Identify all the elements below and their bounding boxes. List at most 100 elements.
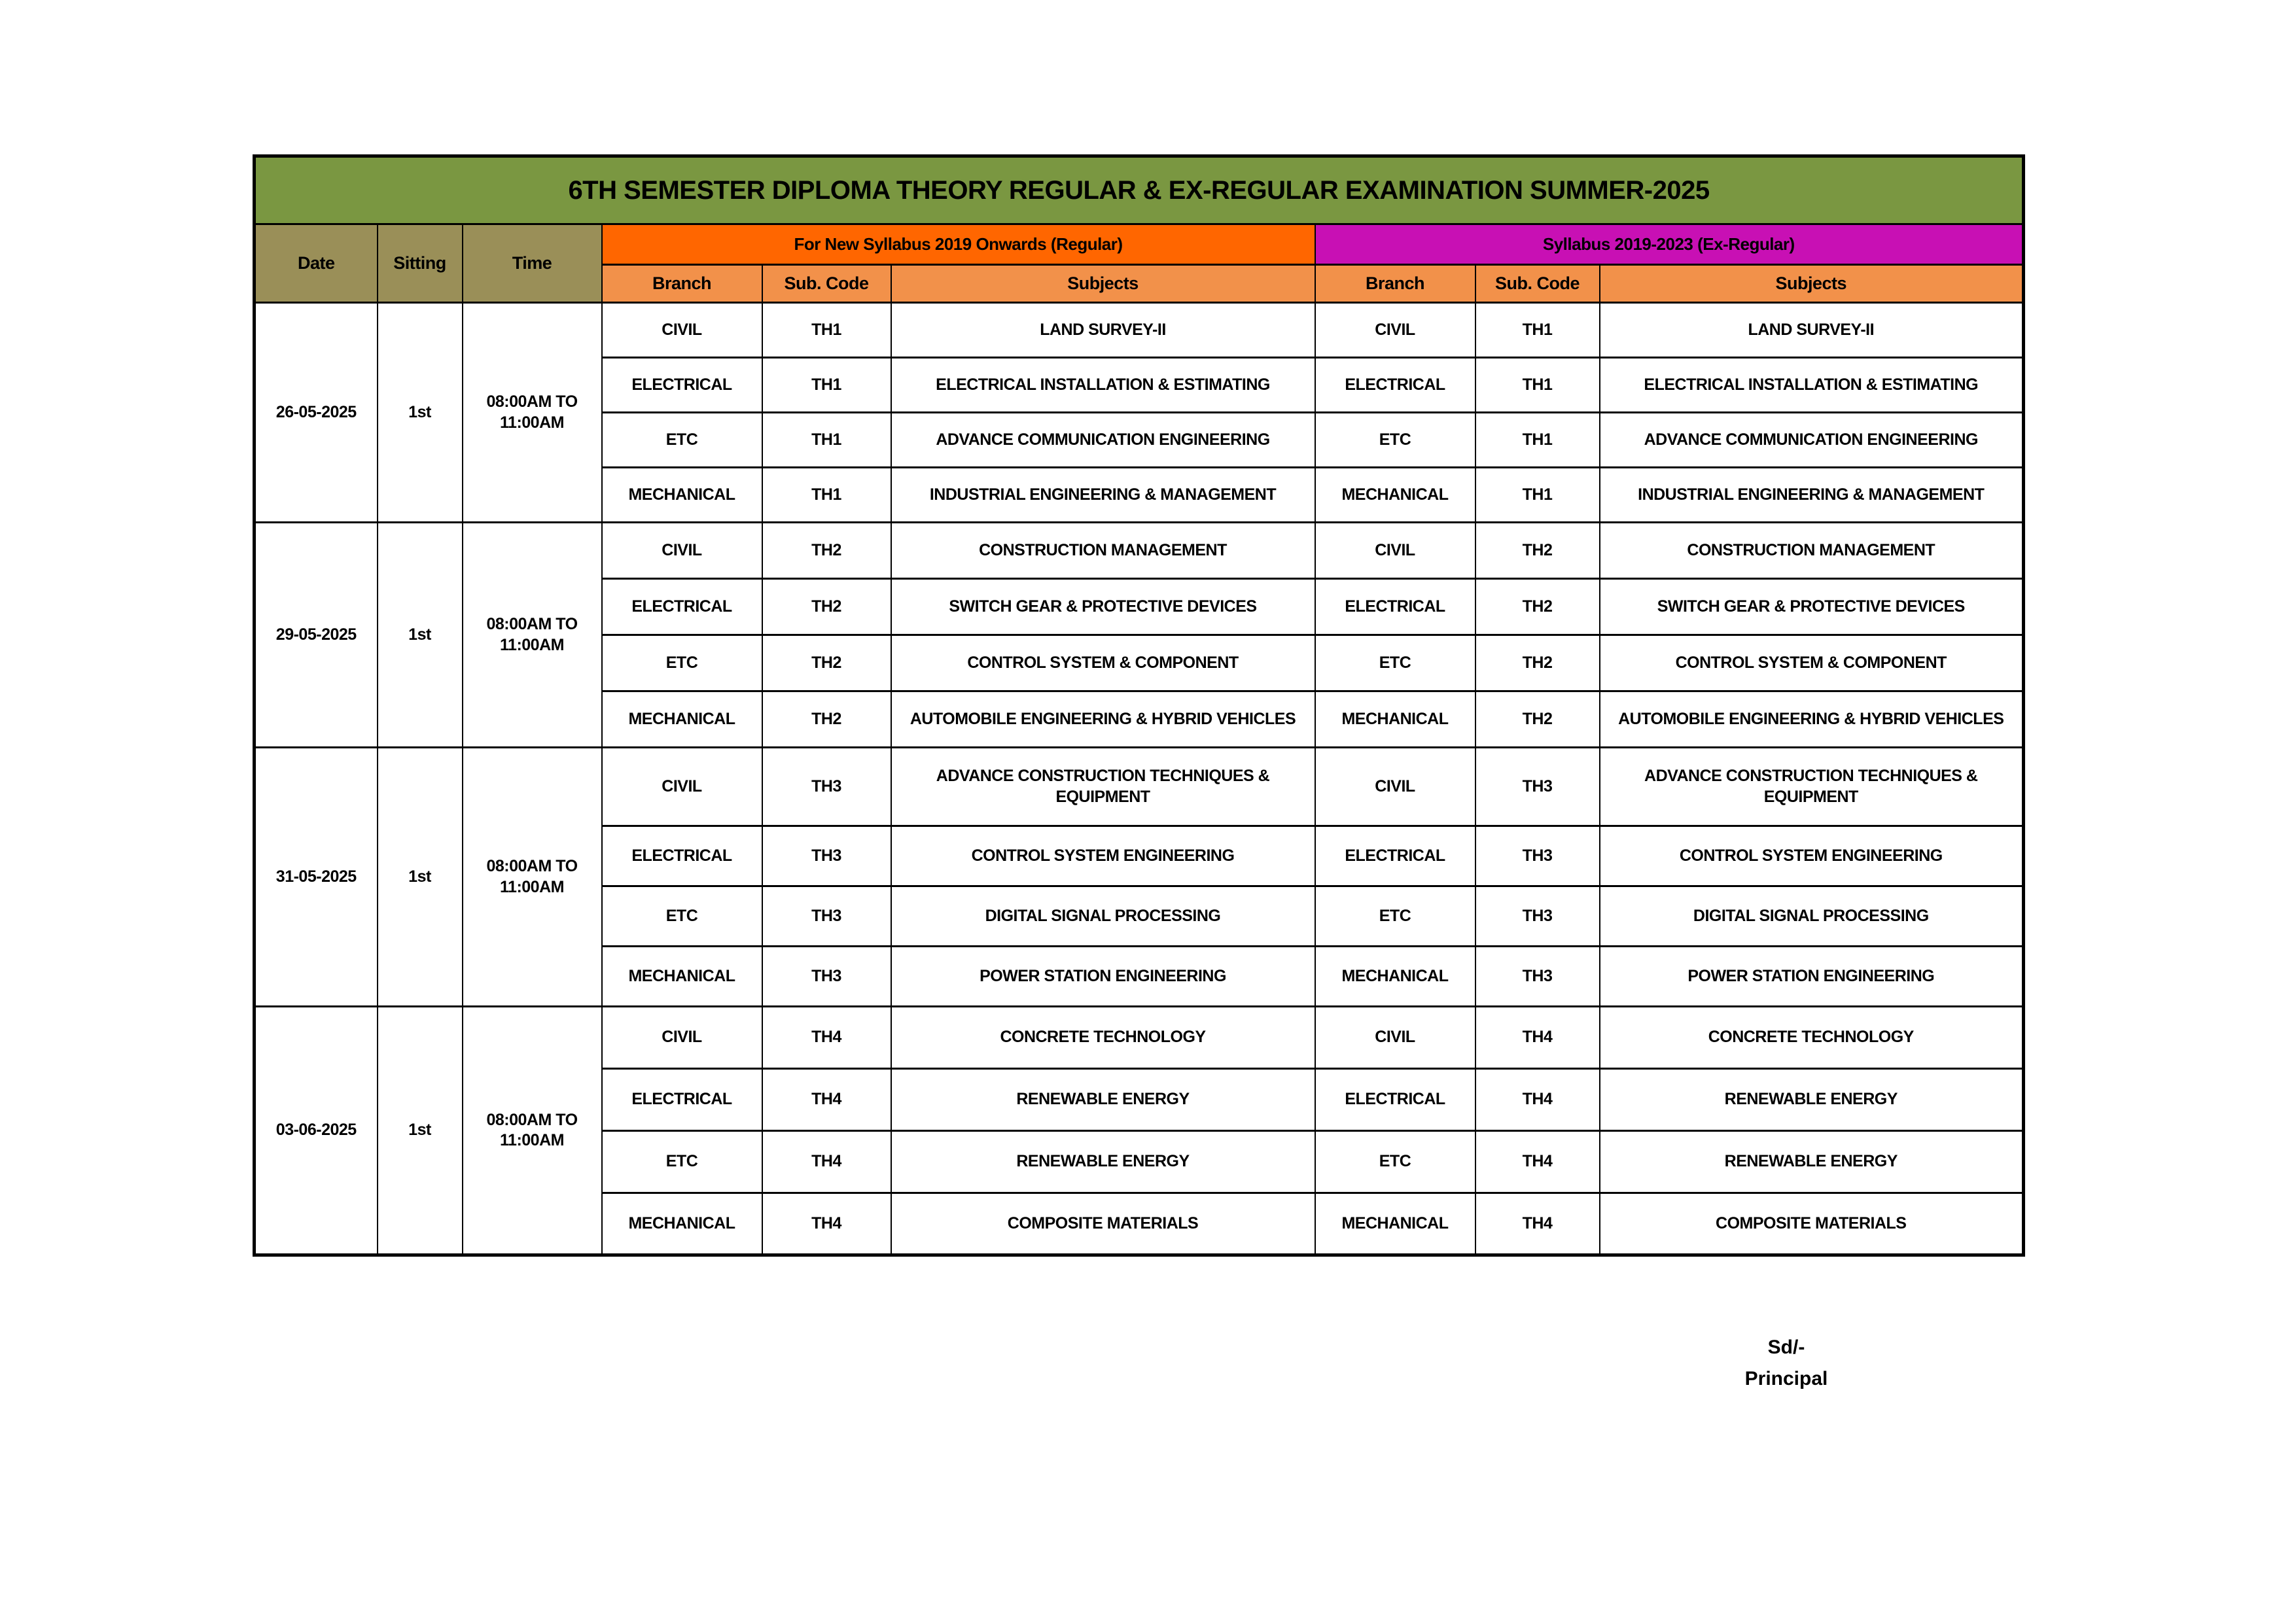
subject-cell-regular: CONCRETE TECHNOLOGY [890, 1005, 1316, 1070]
subject-cell-ex: CONCRETE TECHNOLOGY [1598, 1005, 2024, 1070]
branch-cell-ex: ELECTRICAL [1314, 825, 1476, 887]
subject-cell-regular: POWER STATION ENGINEERING [890, 945, 1316, 1007]
sub-code-cell-ex: TH4 [1474, 1130, 1600, 1194]
subject-cell-regular: CONTROL SYSTEM & COMPONENT [890, 634, 1316, 692]
subject-cell-regular: ADVANCE CONSTRUCTION TECHNIQUES & EQUIPM… [890, 746, 1316, 827]
schedule-row: 26-05-2025 1st 08:00AM TO 11:00AM CIVIL TH1 L… [253, 302, 2024, 523]
branch-cell-ex: MECHANICAL [1314, 690, 1476, 748]
branch-cell-regular: CIVIL [601, 521, 763, 580]
schedule-row: 03-06-2025 1st 08:00AM TO 11:00AM CIVIL TH4 C… [253, 1005, 2024, 1256]
sub-code-cell-ex: TH1 [1474, 466, 1600, 523]
sub-code-cell-ex: TH2 [1474, 578, 1600, 636]
subject-cell-regular: ELECTRICAL INSTALLATION & ESTIMATING [890, 357, 1316, 413]
sub-code-cell-ex: TH2 [1474, 690, 1600, 748]
time-cell: 08:00AM TO 11:00AM [461, 521, 603, 748]
subject-cell-ex: RENEWABLE ENERGY [1598, 1068, 2024, 1132]
schedule-row: ELECTRICAL TH4 RENEWABLE ENERGY ELECTRICAL T… [255, 1068, 2024, 1132]
column-header-date: Date [253, 223, 378, 304]
branch-cell-regular: CIVIL [601, 746, 763, 827]
subject-cell-regular: RENEWABLE ENERGY [890, 1130, 1316, 1194]
subject-cell-regular: CONTROL SYSTEM ENGINEERING [890, 825, 1316, 887]
sub-code-cell-ex: TH4 [1474, 1068, 1600, 1132]
branch-cell-ex: ETC [1314, 885, 1476, 947]
branch-cell-ex: CIVIL [1314, 746, 1476, 827]
sub-code-cell-regular: TH2 [761, 634, 892, 692]
column-header-subcode-ex: Sub. Code [1474, 264, 1600, 304]
date-cell: 31-05-2025 [253, 746, 378, 1007]
branch-cell-regular: ETC [601, 634, 763, 692]
branch-cell-regular: MECHANICAL [601, 466, 763, 523]
sub-code-cell-regular: TH2 [761, 578, 892, 636]
sub-code-cell-regular: TH1 [761, 466, 892, 523]
sub-code-cell-regular: TH4 [761, 1005, 892, 1070]
subject-cell-regular: DIGITAL SIGNAL PROCESSING [890, 885, 1316, 947]
subject-cell-ex: INDUSTRIAL ENGINEERING & MANAGEMENT [1598, 466, 2024, 523]
branch-cell-regular: ETC [601, 1130, 763, 1194]
subject-cell-ex: POWER STATION ENGINEERING [1598, 945, 2024, 1007]
sub-code-cell-ex: TH3 [1474, 746, 1600, 827]
branch-cell-ex: CIVIL [1314, 521, 1476, 580]
schedule-row: ETC TH2 CONTROL SYSTEM & COMPONENT ETC TH2 CO… [255, 634, 2024, 692]
exam-schedule-table: 6TH SEMESTER DIPLOMA THEORY REGULAR & EX… [253, 154, 2026, 1257]
subject-cell-ex: ADVANCE COMMUNICATION ENGINEERING [1598, 411, 2024, 468]
branch-cell-regular: ELECTRICAL [601, 825, 763, 887]
column-header-sitting: Sitting [376, 223, 463, 304]
subject-cell-regular: INDUSTRIAL ENGINEERING & MANAGEMENT [890, 466, 1316, 523]
sitting-cell: 1st [376, 302, 463, 523]
signature-block: Sd/- Principal [1701, 1332, 1871, 1395]
signature-sd: Sd/- [1767, 1336, 1805, 1358]
sitting-cell: 1st [376, 521, 463, 748]
schedule-row: 31-05-2025 1st 08:00AM TO 11:00AM CIVIL TH3 A… [253, 746, 2024, 1007]
sub-code-cell-regular: TH4 [761, 1192, 892, 1256]
subject-cell-regular: ADVANCE COMMUNICATION ENGINEERING [890, 411, 1316, 468]
schedule-row: 29-05-2025 1st 08:00AM TO 11:00AM CIVIL TH2 C… [253, 521, 2024, 748]
schedule-row: MECHANICAL TH3 POWER STATION ENGINEERING ME… [255, 945, 2024, 1007]
time-cell: 08:00AM TO 11:00AM [461, 302, 603, 523]
subject-cell-ex: COMPOSITE MATERIALS [1598, 1192, 2024, 1256]
branch-cell-ex: ELECTRICAL [1314, 357, 1476, 413]
subject-cell-ex: ELECTRICAL INSTALLATION & ESTIMATING [1598, 357, 2024, 413]
sub-code-cell-ex: TH3 [1474, 885, 1600, 947]
subject-cell-ex: ADVANCE CONSTRUCTION TECHNIQUES & EQUIPM… [1598, 746, 2024, 827]
subject-cell-ex: CONSTRUCTION MANAGEMENT [1598, 521, 2024, 580]
subject-cell-ex: CONTROL SYSTEM ENGINEERING [1598, 825, 2024, 887]
sub-code-cell-ex: TH1 [1474, 411, 1600, 468]
branch-cell-regular: ELECTRICAL [601, 357, 763, 413]
sub-code-cell-ex: TH1 [1474, 357, 1600, 413]
branch-cell-ex: MECHANICAL [1314, 945, 1476, 1007]
subject-cell-regular: SWITCH GEAR & PROTECTIVE DEVICES [890, 578, 1316, 636]
branch-cell-regular: ETC [601, 411, 763, 468]
page-title: 6TH SEMESTER DIPLOMA THEORY REGULAR & EX… [253, 155, 2024, 225]
schedule-row: MECHANICAL TH4 COMPOSITE MATERIALS MECHANIC… [255, 1192, 2024, 1256]
subject-cell-ex: RENEWABLE ENERGY [1598, 1130, 2024, 1194]
branch-cell-ex: ELECTRICAL [1314, 578, 1476, 636]
branch-cell-ex: ETC [1314, 411, 1476, 468]
column-header-subcode-regular: Sub. Code [761, 264, 892, 304]
date-cell: 03-06-2025 [253, 1005, 378, 1256]
time-cell: 08:00AM TO 11:00AM [461, 1005, 603, 1256]
sub-code-cell-regular: TH2 [761, 690, 892, 748]
branch-cell-regular: MECHANICAL [601, 1192, 763, 1256]
sub-code-cell-regular: TH3 [761, 825, 892, 887]
sub-code-cell-regular: TH4 [761, 1130, 892, 1194]
schedule-row: ETC TH1 ADVANCE COMMUNICATION ENGINEERING E… [255, 411, 2024, 468]
subject-cell-regular: RENEWABLE ENERGY [890, 1068, 1316, 1132]
sitting-cell: 1st [376, 746, 463, 1007]
subject-cell-ex: DIGITAL SIGNAL PROCESSING [1598, 885, 2024, 947]
sub-code-cell-regular: TH3 [761, 746, 892, 827]
subject-cell-ex: LAND SURVEY-II [1598, 302, 2024, 358]
column-header-branch-regular: Branch [601, 264, 763, 304]
column-header-time: Time [461, 223, 603, 304]
branch-cell-regular: CIVIL [601, 302, 763, 358]
subject-cell-ex: SWITCH GEAR & PROTECTIVE DEVICES [1598, 578, 2024, 636]
branch-cell-ex: ETC [1314, 634, 1476, 692]
signature-principal: Principal [1744, 1368, 1828, 1389]
date-cell: 29-05-2025 [253, 521, 378, 748]
branch-cell-regular: MECHANICAL [601, 945, 763, 1007]
branch-cell-ex: ELECTRICAL [1314, 1068, 1476, 1132]
sub-code-cell-regular: TH4 [761, 1068, 892, 1132]
subject-cell-regular: LAND SURVEY-II [890, 302, 1316, 358]
sub-code-cell-regular: TH3 [761, 885, 892, 947]
subject-cell-regular: AUTOMOBILE ENGINEERING & HYBRID VEHICLES [890, 690, 1316, 748]
sub-code-cell-ex: TH4 [1474, 1005, 1600, 1070]
